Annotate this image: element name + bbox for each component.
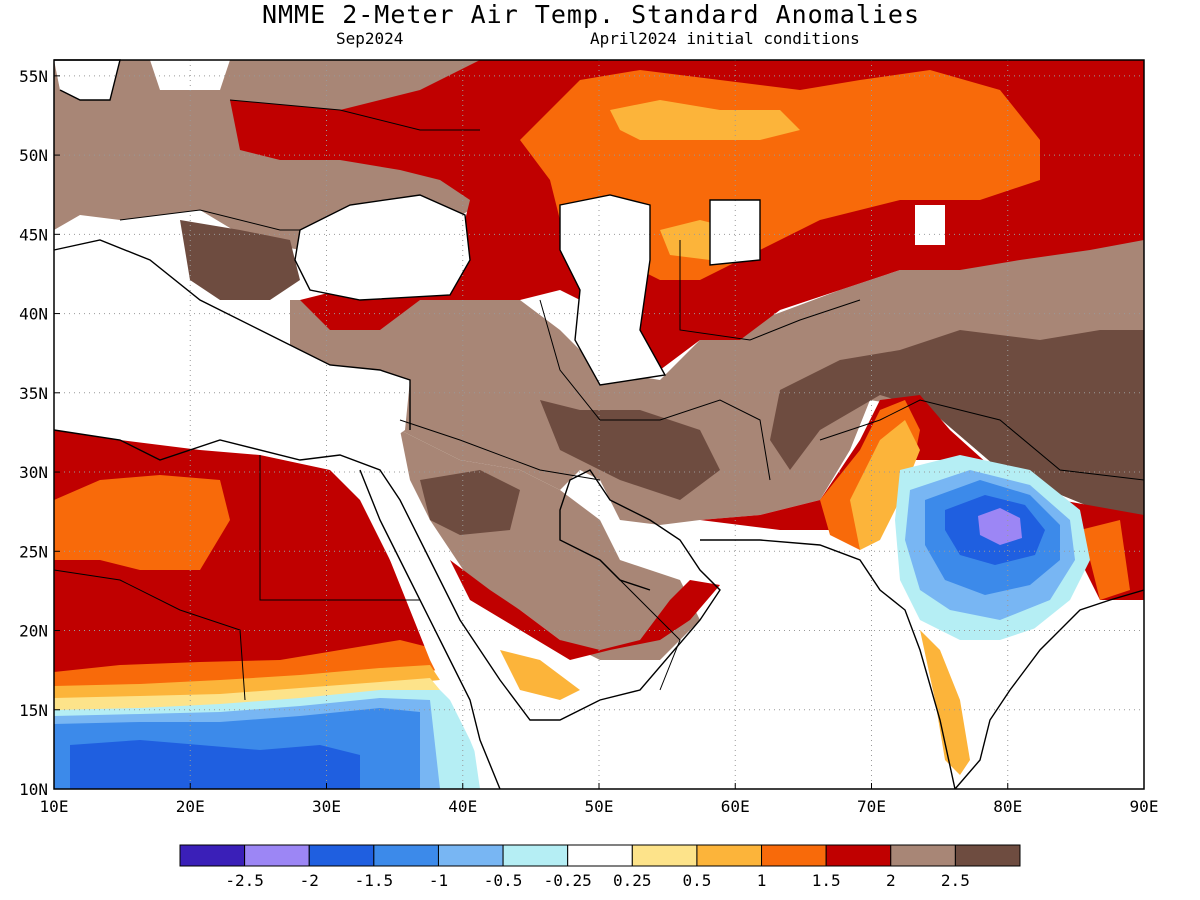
coastlines [53,59,1145,790]
sea-red [360,470,540,789]
lon-label: 20E [176,797,205,816]
sea-mediterranean [54,240,410,460]
region-darkbrown-balkans [180,220,300,300]
legend-swatch [308,844,375,867]
legend-swatch [502,844,569,867]
lon-label: 10E [40,797,69,816]
legend-label: 2.5 [941,871,970,890]
region-orange-india-east [1080,520,1130,600]
lon-label: 30E [312,797,341,816]
region-brown-mideast [290,230,1144,525]
legend-swatch [567,844,633,867]
region-lightorange-central-asia [610,100,800,140]
longitude-labels: 10E 20E 30E 40E 50E 60E 70E 80E 90E [40,783,1159,816]
lon-label: 80E [993,797,1022,816]
lat-label: 15N [19,701,48,720]
legend-swatch [696,844,763,867]
legend-swatch [954,844,1021,867]
legend-label: -2.5 [225,871,264,890]
sea-aral [710,200,760,265]
legend-label: -2 [300,871,319,890]
lon-label: 40E [448,797,477,816]
lon-label: 90E [1130,797,1159,816]
latitude-labels: 55N 50N 45N 40N 35N 30N 25N 20N 15N 10N [19,67,60,799]
lat-label: 20N [19,622,48,641]
legend-swatch [631,844,698,867]
region-blue-africa [70,740,360,789]
lon-label: 50E [585,797,614,816]
region-lightorange-sahel [54,665,440,704]
lat-label: 45N [19,225,48,244]
sea-balkhash [915,205,945,245]
legend-swatch [825,844,892,867]
region-darkbrown-arabia [420,470,520,535]
lat-label: 35N [19,384,48,403]
region-lightorange-india-south [920,630,970,775]
region-lightorange-yemen [500,650,580,700]
map-title: NMME 2-Meter Air Temp. Standard Anomalie… [261,0,921,29]
region-darkbrown-iran [540,400,720,500]
region-lightorange-india [850,420,920,550]
init-conditions: April2024 initial conditions [590,29,860,48]
sea-arabian [560,535,950,789]
sea-bengal [990,600,1144,789]
sea-north [54,60,120,100]
sea-black [295,195,470,300]
legend-label: 1 [757,871,767,890]
borders [53,99,1145,701]
legend-label: 1.5 [812,871,841,890]
region-darkbrown-himalaya [770,330,1144,520]
lat-lon-grid [54,60,1144,789]
legend-swatch [373,844,439,867]
region-orange-africa [54,475,230,570]
region-yellow-sahel [54,678,440,712]
legend-label: -1 [429,871,448,890]
lat-label: 30N [19,463,48,482]
lat-label: 10N [19,780,48,799]
sea-caspian [560,195,665,385]
lat-label: 25N [19,542,48,561]
legend-swatch [244,844,310,867]
legend-swatch [890,844,956,867]
region-orange-africa-sahel [54,640,450,694]
legend-label: 2 [886,871,896,890]
legend-label: 0.5 [682,871,711,890]
legend-swatch [179,844,246,867]
legend-label: -0.5 [484,871,523,890]
lat-label: 40N [19,305,48,324]
legend-swatch [437,844,504,867]
legend-label: -1.5 [355,871,394,890]
lat-label: 50N [19,146,48,165]
legend-swatch [761,844,827,867]
lat-label: 55N [19,67,48,86]
region-lavender-india [978,508,1022,545]
valid-month: Sep2024 [336,29,404,48]
anomaly-shading [54,60,1144,789]
region-red-arabia-south [450,560,720,660]
colorbar-legend: -2.5 -2 -1.5 -1 -0.5 -0.25 0.25 0.5 1 1.5 2 2.5 [179,844,1021,890]
legend-label: -0.25 [544,871,592,890]
lon-label: 60E [721,797,750,816]
legend-label: 0.25 [613,871,652,890]
lon-label: 70E [857,797,886,816]
